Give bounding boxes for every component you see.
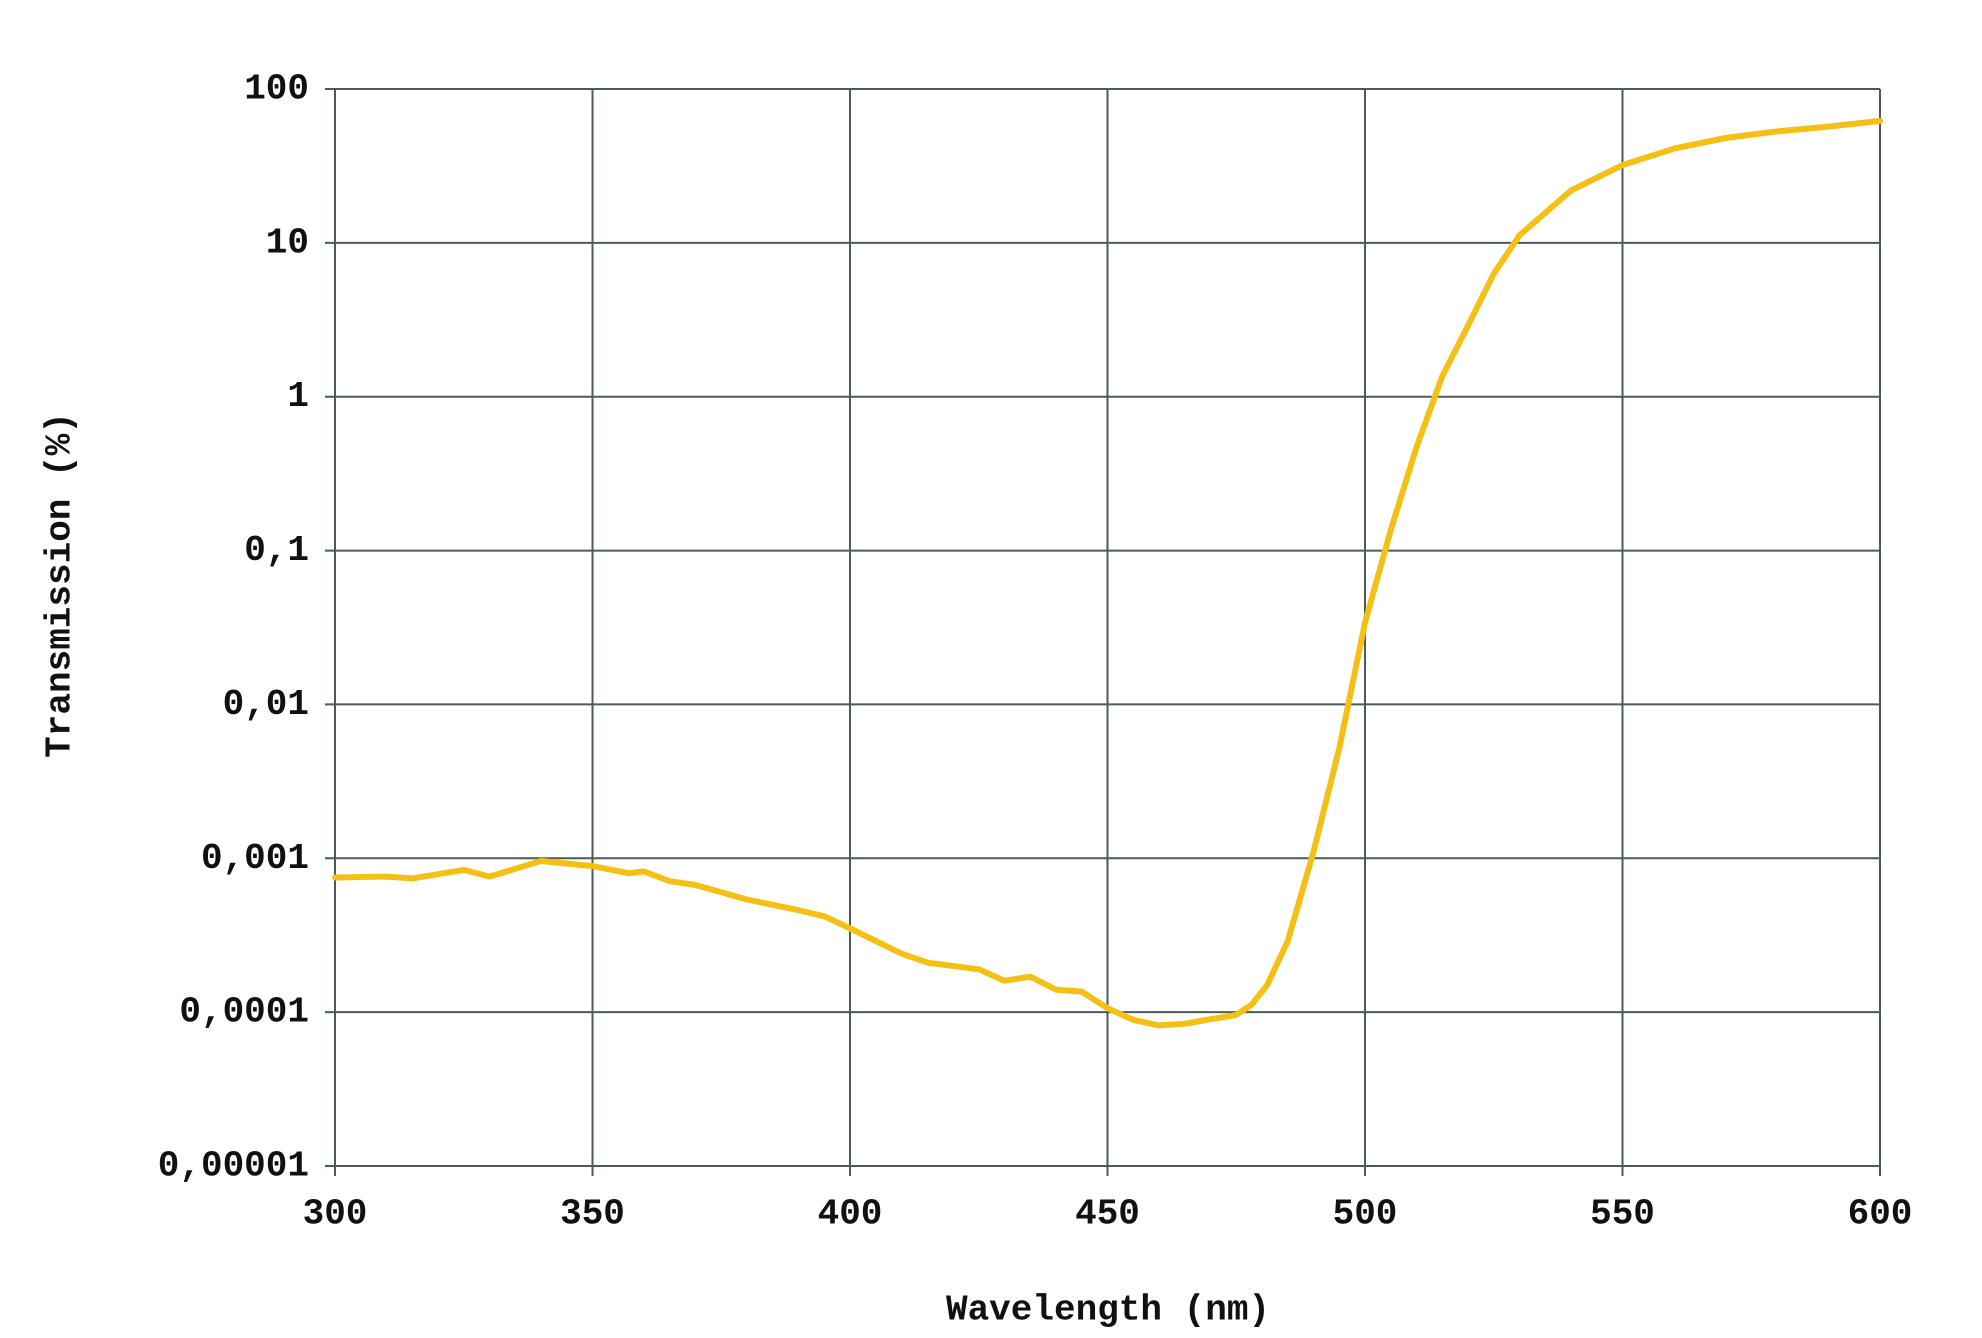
y-axis-label: Transmission (%) xyxy=(40,412,81,758)
x-tick-label: 450 xyxy=(1075,1194,1140,1235)
data-line xyxy=(332,117,1883,1029)
x-tick-label: 400 xyxy=(818,1194,883,1235)
x-axis-label: Wavelength (nm) xyxy=(946,1290,1270,1331)
y-tick-label: 0,0001 xyxy=(179,992,309,1033)
y-tick-label: 0,00001 xyxy=(158,1146,309,1187)
y-tick-label: 0,01 xyxy=(223,684,309,725)
y-tick-label: 1 xyxy=(287,376,309,417)
x-tick-label: 600 xyxy=(1848,1194,1913,1235)
x-tick-label: 550 xyxy=(1590,1194,1655,1235)
y-tick-label: 0,001 xyxy=(201,838,309,879)
x-tick-label: 300 xyxy=(303,1194,368,1235)
x-tick-label: 350 xyxy=(560,1194,625,1235)
y-tick-label: 0,1 xyxy=(244,530,309,571)
y-tick-label: 10 xyxy=(266,222,309,263)
y-tick-label: 100 xyxy=(244,69,309,110)
x-tick-label: 500 xyxy=(1333,1194,1398,1235)
